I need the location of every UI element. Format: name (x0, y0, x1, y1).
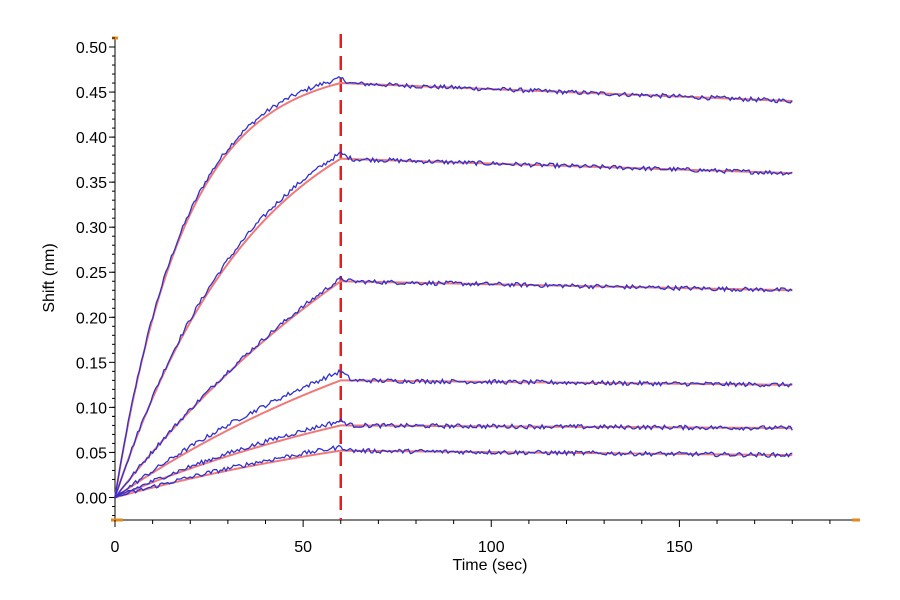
fit-curve-4 (114, 379, 793, 499)
fit-curve-2 (114, 157, 793, 498)
measured-curve-2 (114, 151, 793, 498)
measured-curves (114, 75, 793, 499)
measured-curve-5 (114, 417, 793, 498)
y-tick-label: 0.10 (76, 400, 107, 417)
x-tick-label: 0 (111, 539, 120, 556)
y-tick-label: 0.20 (76, 310, 107, 327)
y-tick-label: 0.25 (76, 265, 107, 282)
fit-curve-6 (114, 449, 793, 499)
measured-curve-4 (114, 368, 793, 498)
axes: 0.00 0.05 0.10 0.15 0.20 0.25 0.30 0.35 0.40 0.45… (76, 36, 860, 556)
x-tick-label: 100 (478, 539, 505, 556)
measured-curve-3 (114, 275, 793, 498)
fit-curves (114, 82, 793, 499)
x-tick-label: 50 (294, 539, 312, 556)
y-tick-label: 0.30 (76, 220, 107, 237)
y-axis-label: Shift (nm) (41, 243, 58, 312)
measured-curve-1 (114, 75, 793, 498)
y-tick-label: 0.40 (76, 130, 107, 147)
fit-curve-5 (114, 424, 793, 499)
y-tick-label: 0.15 (76, 355, 107, 372)
y-tick-label: 0.05 (76, 445, 107, 462)
y-tick-label: 0.45 (76, 85, 107, 102)
x-axis-label: Time (sec) (453, 557, 528, 574)
y-tick-label: 0.50 (76, 40, 107, 57)
fit-curve-3 (114, 280, 793, 499)
y-tick-label: 0.35 (76, 175, 107, 192)
y-tick-label: 0.00 (76, 490, 107, 507)
x-tick-label: 150 (666, 539, 693, 556)
measured-curve-6 (114, 444, 793, 499)
